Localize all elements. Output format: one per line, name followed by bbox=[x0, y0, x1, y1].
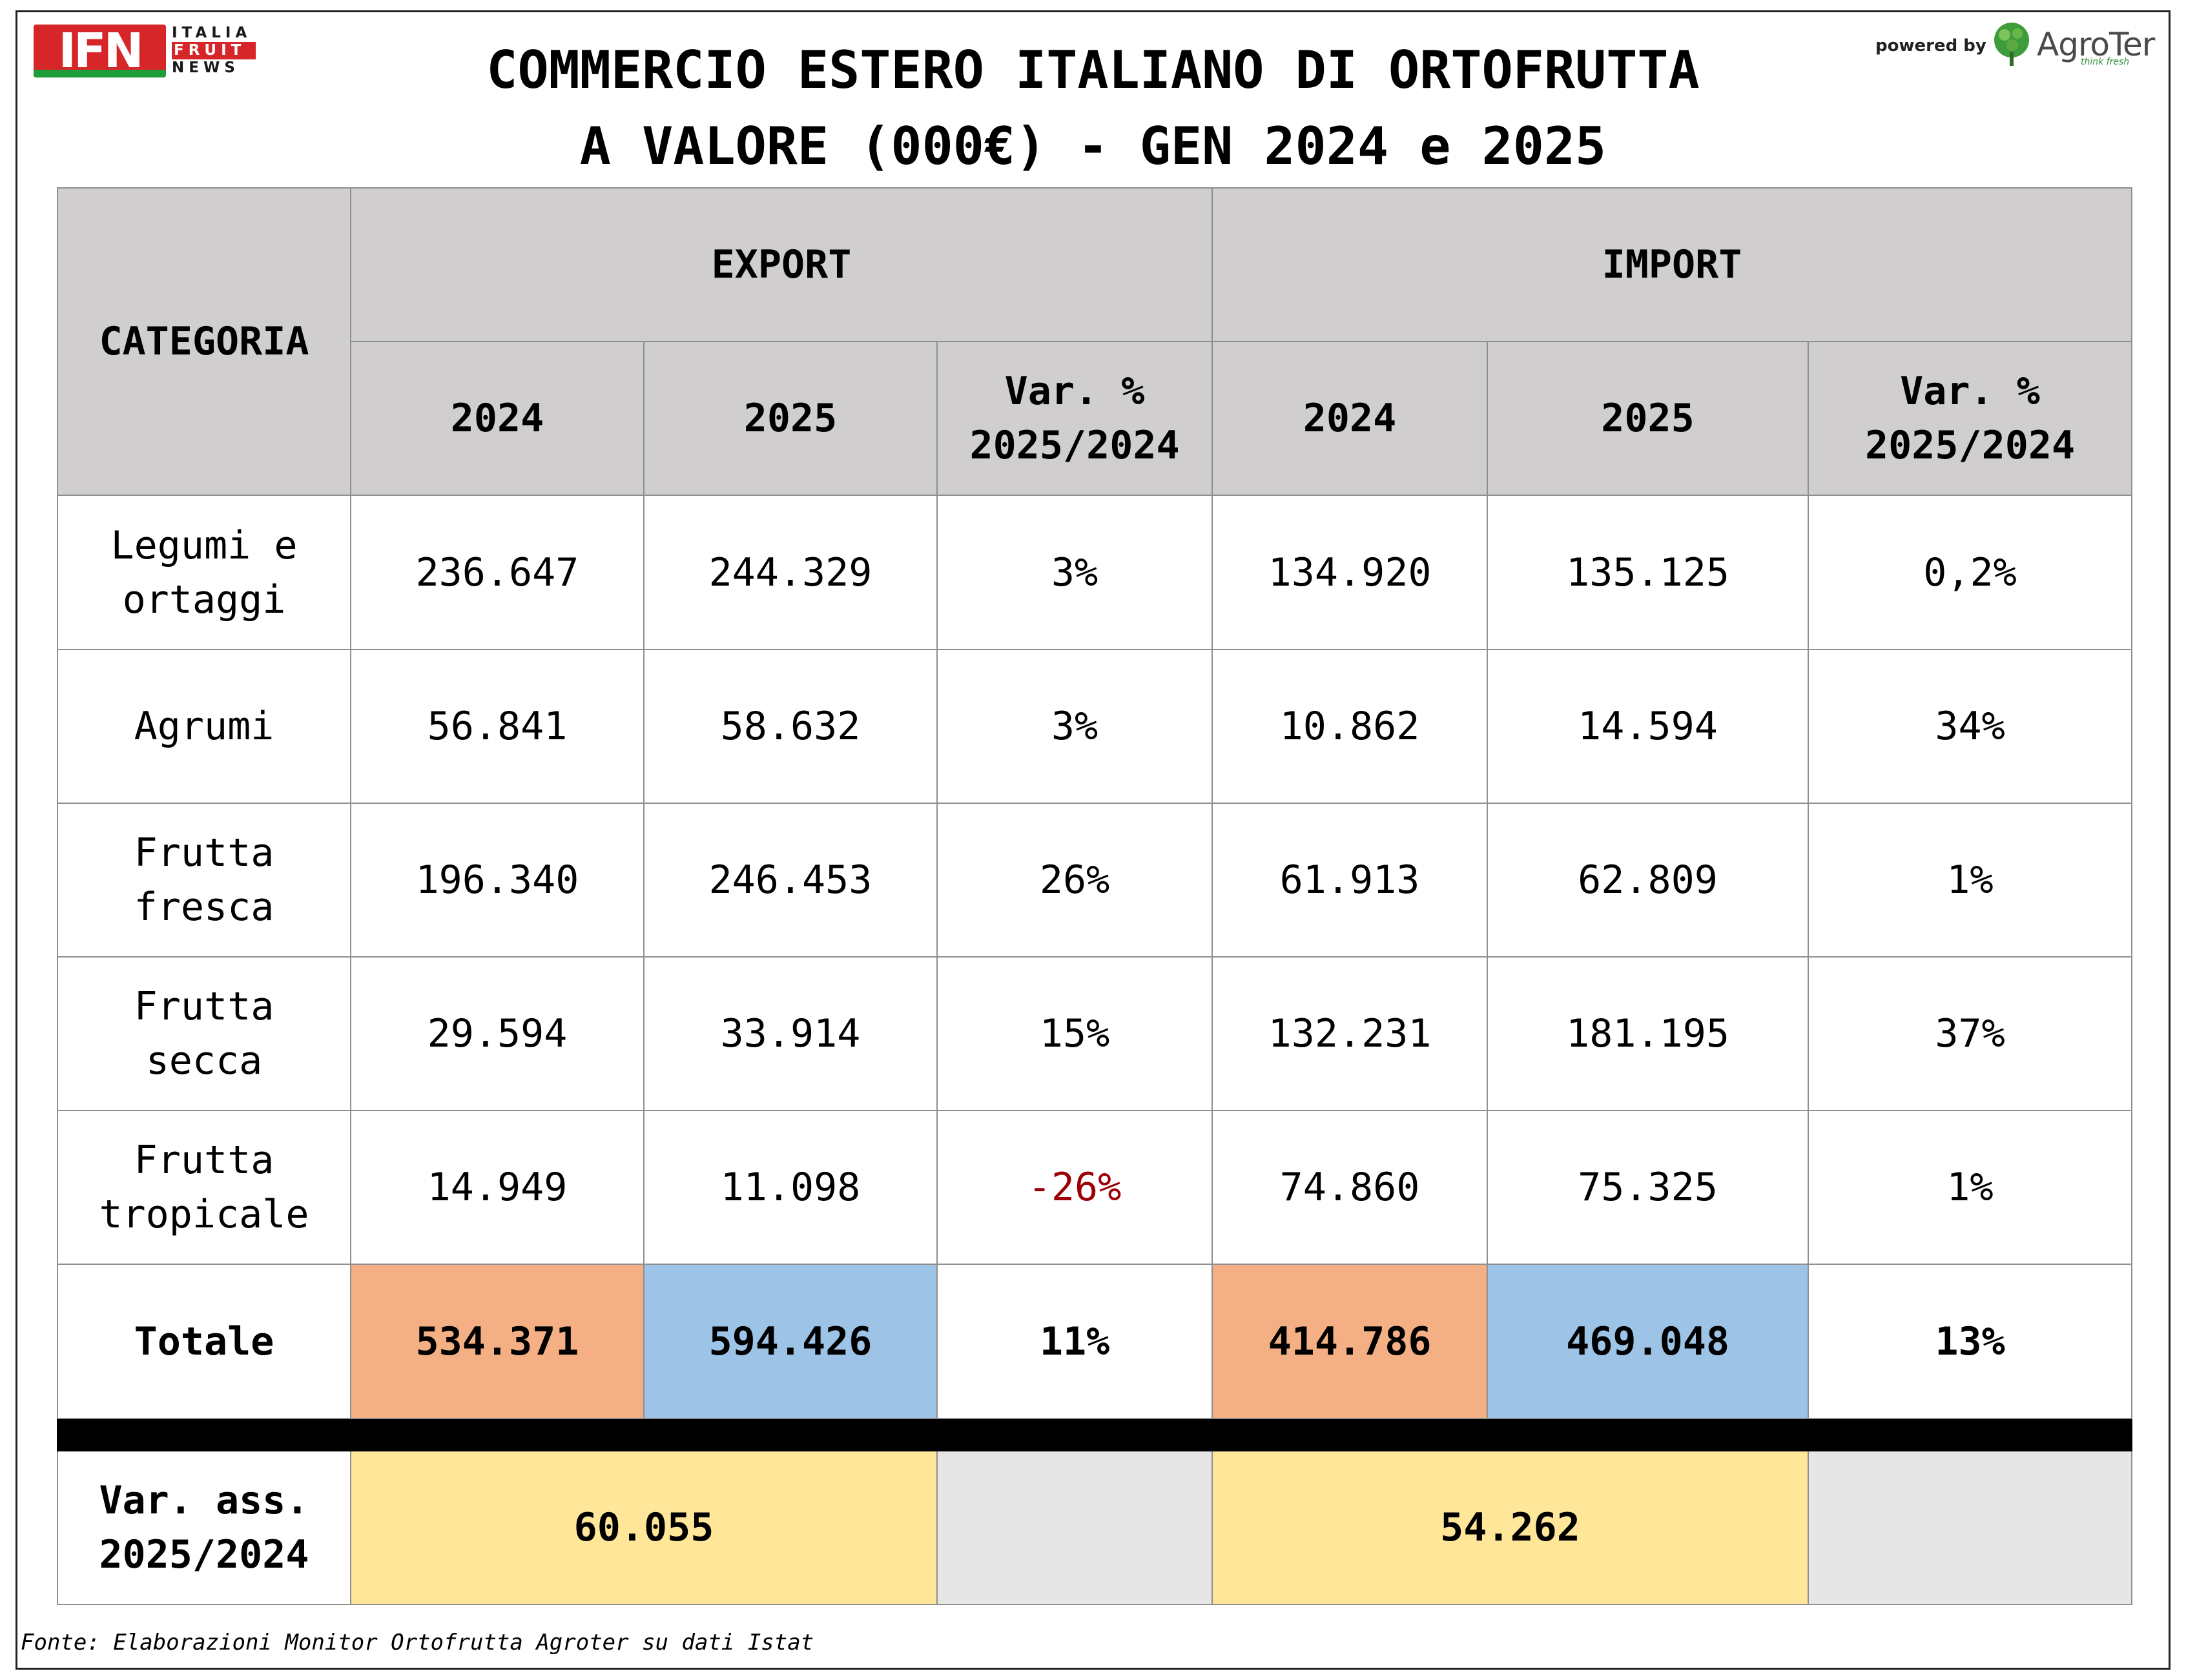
page-title: COMMERCIO ESTERO ITALIANO DI ORTOFRUTTA … bbox=[258, 32, 1928, 185]
header-var-line-2: 2025/2024 bbox=[969, 423, 1180, 469]
import-2025-cell: 181.195 bbox=[1487, 956, 1810, 1112]
category-cell: Legumi e ortaggi bbox=[57, 495, 351, 650]
var-ass-export: 60.055 bbox=[350, 1450, 938, 1606]
var-ass-row: Var. ass. 2025/2024 60.055 54.262 bbox=[57, 1450, 2133, 1606]
ifn-word-italia: ITALIA bbox=[172, 25, 252, 41]
ifn-logo: IFN ITALIA FRUIT NEWS bbox=[34, 25, 256, 77]
total-import-2024: 414.786 bbox=[1212, 1264, 1489, 1419]
category-line-2: ortaggi bbox=[122, 577, 286, 622]
table-row: Frutta tropicale 14.949 11.098 -26% 74.86… bbox=[57, 1110, 2133, 1265]
ifn-word-fruit: FRUIT bbox=[172, 42, 256, 59]
var-ass-label: Var. ass. 2025/2024 bbox=[57, 1450, 351, 1606]
header-var-line-1: Var. % bbox=[1004, 369, 1145, 415]
export-2025-cell: 58.632 bbox=[643, 648, 938, 804]
powered-by-label: powered by bbox=[1875, 36, 1986, 56]
header-export: EXPORT bbox=[349, 187, 1213, 343]
import-2024-cell: 74.860 bbox=[1212, 1110, 1489, 1265]
import-2024-cell: 61.913 bbox=[1212, 802, 1489, 958]
export-var-cell: 3% bbox=[936, 648, 1213, 804]
var-ass-export-empty bbox=[936, 1450, 1213, 1606]
var-ass-import-empty bbox=[1808, 1450, 2133, 1606]
agroter-logo-text: AgroTer bbox=[2037, 26, 2155, 63]
category-line-1: Frutta bbox=[134, 830, 274, 876]
category-line-1: Legumi e bbox=[110, 522, 298, 568]
table-row: Frutta fresca 196.340 246.453 26% 61.913 … bbox=[57, 802, 2133, 958]
export-2024-cell: 56.841 bbox=[350, 648, 644, 804]
header-import-2025: 2025 bbox=[1487, 341, 1810, 497]
table-row: Frutta secca 29.594 33.914 15% 132.231 18… bbox=[57, 956, 2133, 1112]
category-line-1: Agrumi bbox=[134, 703, 274, 749]
header-import: IMPORT bbox=[1212, 187, 2133, 343]
export-var-cell: -26% bbox=[936, 1110, 1213, 1265]
import-2025-cell: 14.594 bbox=[1487, 648, 1810, 804]
header-categoria: CATEGORIA bbox=[57, 187, 351, 497]
export-2025-cell: 244.329 bbox=[643, 495, 938, 650]
ifn-logo-text: IFN bbox=[34, 25, 166, 77]
export-2024-cell: 196.340 bbox=[350, 802, 644, 958]
category-line-1: Frutta bbox=[134, 984, 274, 1030]
import-2024-cell: 134.920 bbox=[1212, 495, 1489, 650]
total-export-var: 11% bbox=[936, 1264, 1213, 1419]
export-2024-cell: 14.949 bbox=[350, 1110, 644, 1265]
source-note: Fonte: Elaborazioni Monitor Ortofrutta A… bbox=[21, 1630, 814, 1655]
export-2025-cell: 246.453 bbox=[643, 802, 938, 958]
export-var-cell: 15% bbox=[936, 956, 1213, 1112]
import-var-cell: 0,2% bbox=[1808, 495, 2133, 650]
import-2025-cell: 75.325 bbox=[1487, 1110, 1810, 1265]
var-ass-label-line-2: 2025/2024 bbox=[99, 1531, 309, 1577]
table-row: Legumi e ortaggi 236.647 244.329 3% 134.9… bbox=[57, 495, 2133, 650]
header-import-var: Var. % 2025/2024 bbox=[1808, 341, 2133, 497]
title-line-1: COMMERCIO ESTERO ITALIANO DI ORTOFRUTTA bbox=[486, 40, 1700, 100]
header-var-line-2: 2025/2024 bbox=[1864, 423, 2076, 469]
ifn-logo-stripe bbox=[34, 70, 166, 77]
export-2024-cell: 29.594 bbox=[350, 956, 644, 1112]
category-line-2: tropicale bbox=[99, 1192, 309, 1238]
separator-bar bbox=[56, 1417, 2133, 1451]
header-var-line-1: Var. % bbox=[1900, 369, 2040, 415]
import-2024-cell: 132.231 bbox=[1212, 956, 1489, 1112]
title-line-2: A VALORE (000€) - GEN 2024 e 2025 bbox=[579, 116, 1607, 176]
total-export-2024: 534.371 bbox=[350, 1264, 644, 1419]
tree-icon bbox=[1994, 23, 2029, 66]
export-var-cell: 3% bbox=[936, 495, 1213, 650]
import-2025-cell: 62.809 bbox=[1487, 802, 1810, 958]
var-ass-import: 54.262 bbox=[1212, 1450, 1810, 1606]
category-cell: Frutta secca bbox=[57, 956, 351, 1112]
separator-cell bbox=[56, 1417, 2133, 1451]
import-var-cell: 34% bbox=[1808, 648, 2133, 804]
category-cell: Agrumi bbox=[57, 648, 351, 804]
import-var-cell: 1% bbox=[1808, 1110, 2133, 1265]
export-2025-cell: 11.098 bbox=[643, 1110, 938, 1265]
total-import-var: 13% bbox=[1808, 1264, 2133, 1419]
category-line-2: secca bbox=[145, 1038, 263, 1084]
total-export-2025: 594.426 bbox=[643, 1264, 938, 1419]
category-cell: Frutta fresca bbox=[57, 802, 351, 958]
export-2025-cell: 33.914 bbox=[643, 956, 938, 1112]
header-export-var: Var. % 2025/2024 bbox=[936, 341, 1213, 497]
header-export-2025: 2025 bbox=[643, 341, 938, 497]
import-2024-cell: 10.862 bbox=[1212, 648, 1489, 804]
import-var-cell: 1% bbox=[1808, 802, 2133, 958]
total-import-2025: 469.048 bbox=[1487, 1264, 1810, 1419]
import-var-cell: 37% bbox=[1808, 956, 2133, 1112]
category-line-1: Frutta bbox=[134, 1138, 274, 1183]
trade-table: CATEGORIA EXPORT IMPORT 2024 2025 Var. %… bbox=[56, 187, 2133, 1606]
agroter-tagline: think fresh bbox=[2081, 57, 2130, 67]
category-cell: Frutta tropicale bbox=[57, 1110, 351, 1265]
table-row: Agrumi 56.841 58.632 3% 10.862 14.594 34… bbox=[57, 648, 2133, 804]
header-import-2024: 2024 bbox=[1212, 341, 1489, 497]
export-2024-cell: 236.647 bbox=[350, 495, 644, 650]
import-2025-cell: 135.125 bbox=[1487, 495, 1810, 650]
var-ass-label-line-1: Var. ass. bbox=[99, 1477, 309, 1523]
category-line-2: fresca bbox=[134, 884, 274, 930]
total-label: Totale bbox=[57, 1264, 351, 1419]
export-var-cell: 26% bbox=[936, 802, 1213, 958]
ifn-word-news: NEWS bbox=[172, 59, 240, 76]
total-row: Totale 534.371 594.426 11% 414.786 469.0… bbox=[57, 1264, 2133, 1419]
header-export-2024: 2024 bbox=[350, 341, 644, 497]
ifn-logo-words: ITALIA FRUIT NEWS bbox=[172, 25, 256, 77]
